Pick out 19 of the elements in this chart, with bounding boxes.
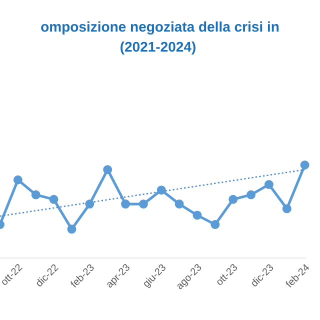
point [264,180,274,190]
point [31,190,40,200]
point [138,200,148,209]
point [13,175,22,184]
point [85,200,94,209]
point [300,160,310,170]
point [174,200,184,209]
point [121,200,130,209]
point [282,204,292,214]
point [67,224,76,234]
point [103,165,112,174]
point [192,210,202,220]
chart-subtitle: (2021-2024) [120,41,196,55]
point [49,194,58,204]
point [228,194,238,204]
point [156,186,166,195]
point [210,220,220,230]
chart-title: omposizione negoziata della crisi in [41,21,279,35]
point [246,190,256,200]
